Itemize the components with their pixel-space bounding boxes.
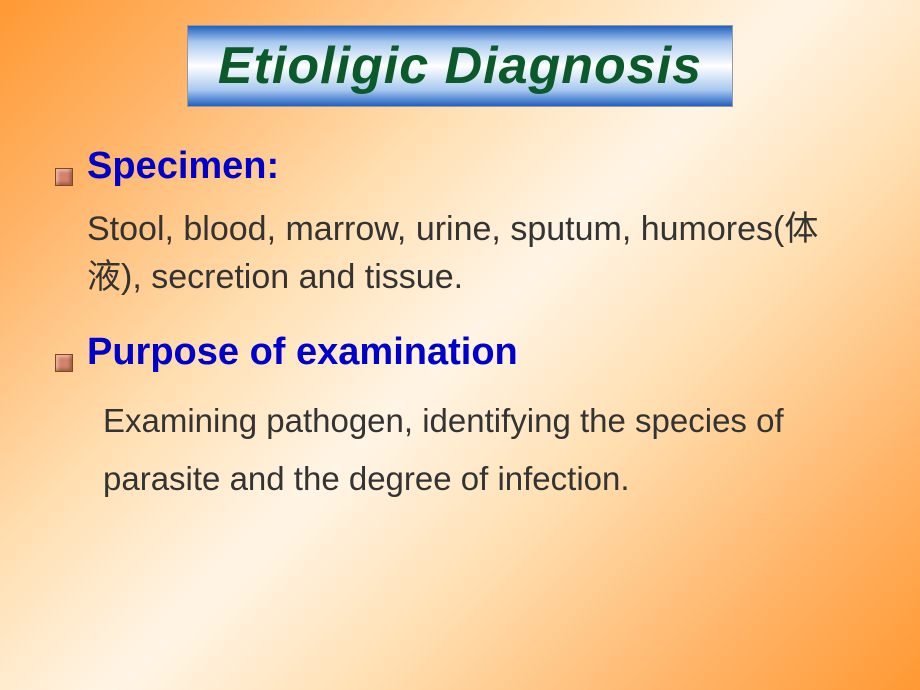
purpose-heading: Purpose of examination xyxy=(87,331,518,374)
title-container: Etioligic Diagnosis xyxy=(45,25,875,107)
title-box: Etioligic Diagnosis xyxy=(187,25,733,107)
slide-title: Etioligic Diagnosis xyxy=(218,37,702,95)
purpose-row: Purpose of examination xyxy=(55,331,865,374)
bullet-icon xyxy=(55,168,73,186)
bullet-icon xyxy=(55,354,73,372)
specimen-heading: Specimen: xyxy=(87,145,279,188)
specimen-row: Specimen: xyxy=(55,145,865,188)
purpose-body: Examining pathogen, identifying the spec… xyxy=(103,392,865,508)
specimen-body: Stool, blood, marrow, urine, sputum, hum… xyxy=(87,206,865,301)
content-area: Specimen: Stool, blood, marrow, urine, s… xyxy=(45,145,875,508)
